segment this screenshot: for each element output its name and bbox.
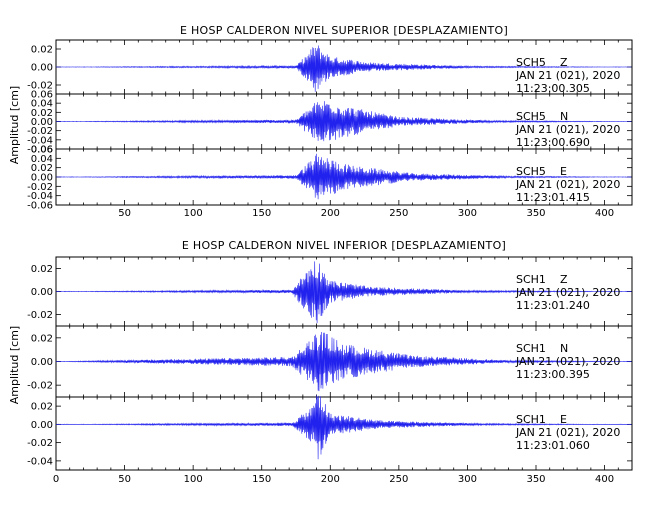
component-code: Z xyxy=(560,56,568,69)
record-date: JAN 21 (021), 2020 xyxy=(515,178,620,191)
station-label: SCH1 Z xyxy=(516,273,568,286)
record-time: 11:23:00.305 xyxy=(516,82,590,95)
y-tick-label: 0.02 xyxy=(31,45,53,56)
y-axis-label: Amplitud [cm] xyxy=(8,326,21,404)
station-label: SCH5 Z xyxy=(516,56,568,69)
y-tick-label: -0.04 xyxy=(27,191,53,202)
waveform-trace xyxy=(55,261,632,324)
x-tick-label: 300 xyxy=(458,474,477,485)
y-tick-label: 0.02 xyxy=(31,108,53,119)
y-tick-label: -0.02 xyxy=(27,381,53,392)
waveform-trace xyxy=(55,153,632,200)
station-code: SCH1 xyxy=(516,342,546,355)
y-tick-label: 0.00 xyxy=(31,287,53,298)
x-tick-label: 300 xyxy=(458,208,477,219)
y-tick-label: -0.02 xyxy=(27,126,53,137)
waveform-trace xyxy=(55,101,632,142)
y-tick-label: 0.04 xyxy=(31,154,53,165)
y-tick-label: 0.04 xyxy=(31,99,53,110)
component-code: E xyxy=(560,413,567,426)
station-code: SCH1 xyxy=(516,273,546,286)
station-code: SCH5 xyxy=(516,56,546,69)
x-tick-label: 200 xyxy=(321,208,340,219)
station-label: SCH5 E xyxy=(516,165,567,178)
x-tick-label: 250 xyxy=(389,474,408,485)
y-tick-label: 0.06 xyxy=(31,145,53,156)
x-tick-label: 200 xyxy=(321,474,340,485)
x-tick-label: 400 xyxy=(595,208,614,219)
y-tick-label: 0.00 xyxy=(31,173,53,184)
component-code: E xyxy=(560,165,567,178)
x-tick-label: 350 xyxy=(526,474,545,485)
station-code: SCH1 xyxy=(516,413,546,426)
y-tick-label: 0.00 xyxy=(31,420,53,431)
x-tick-label: 50 xyxy=(118,474,131,485)
component-code: N xyxy=(560,110,568,123)
record-time: 11:23:01.060 xyxy=(516,439,590,452)
x-tick-label: 0 xyxy=(53,474,59,485)
waveform-trace xyxy=(55,331,632,392)
y-tick-label: 0.00 xyxy=(31,117,53,128)
waveform-trace xyxy=(55,45,632,92)
record-date: JAN 21 (021), 2020 xyxy=(515,286,620,299)
x-tick-label: 50 xyxy=(118,208,131,219)
record-date: JAN 21 (021), 2020 xyxy=(515,426,620,439)
y-tick-label: 0.06 xyxy=(31,90,53,101)
y-tick-label: -0.02 xyxy=(27,438,53,449)
station-label: SCH1 N xyxy=(516,342,568,355)
chart-title: E HOSP CALDERON NIVEL INFERIOR [DESPLAZA… xyxy=(182,239,506,252)
record-date: JAN 21 (021), 2020 xyxy=(515,69,620,82)
y-tick-label: 0.00 xyxy=(31,357,53,368)
y-tick-label: -0.02 xyxy=(27,310,53,321)
y-tick-label: -0.04 xyxy=(27,135,53,146)
waveform-trace xyxy=(55,395,632,460)
component-code: N xyxy=(560,342,568,355)
x-tick-label: 100 xyxy=(184,474,203,485)
y-tick-label: -0.02 xyxy=(27,182,53,193)
y-tick-label: 0.02 xyxy=(31,402,53,413)
y-tick-label: 0.00 xyxy=(31,63,53,74)
y-tick-label: 0.02 xyxy=(31,163,53,174)
y-tick-label: 0.02 xyxy=(31,264,53,275)
record-time: 11:23:00.690 xyxy=(516,136,590,149)
chart-title: E HOSP CALDERON NIVEL SUPERIOR [DESPLAZA… xyxy=(180,24,508,37)
y-tick-label: -0.04 xyxy=(27,456,53,467)
x-tick-label: 250 xyxy=(389,208,408,219)
x-tick-label: 150 xyxy=(252,208,271,219)
y-tick-label: -0.02 xyxy=(27,81,53,92)
x-tick-label: 100 xyxy=(184,208,203,219)
component-code: Z xyxy=(560,273,568,286)
y-tick-label: -0.06 xyxy=(27,145,53,156)
record-date: JAN 21 (021), 2020 xyxy=(515,123,620,136)
y-tick-label: -0.06 xyxy=(27,201,53,212)
record-time: 11:23:00.395 xyxy=(516,368,590,381)
station-code: SCH5 xyxy=(516,165,546,178)
station-label: SCH1 E xyxy=(516,413,567,426)
y-axis-label: Amplitud [cm] xyxy=(8,86,21,164)
record-date: JAN 21 (021), 2020 xyxy=(515,355,620,368)
station-code: SCH5 xyxy=(516,110,546,123)
x-tick-label: 400 xyxy=(595,474,614,485)
x-tick-label: 350 xyxy=(526,208,545,219)
y-tick-label: 0.02 xyxy=(31,333,53,344)
record-time: 11:23:01.415 xyxy=(516,191,590,204)
x-tick-label: 150 xyxy=(252,474,271,485)
record-time: 11:23:01.240 xyxy=(516,299,590,312)
station-label: SCH5 N xyxy=(516,110,568,123)
